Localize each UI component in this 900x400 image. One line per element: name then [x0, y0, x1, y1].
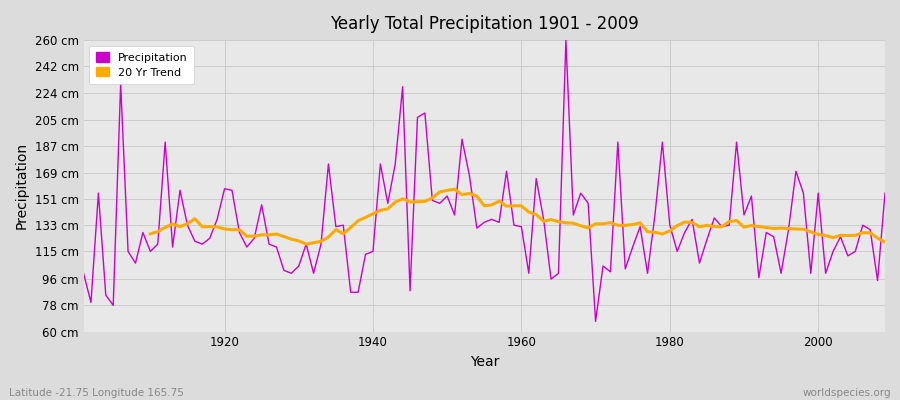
Title: Yearly Total Precipitation 1901 - 2009: Yearly Total Precipitation 1901 - 2009 [330, 15, 639, 33]
Y-axis label: Precipitation: Precipitation [15, 142, 29, 230]
Legend: Precipitation, 20 Yr Trend: Precipitation, 20 Yr Trend [89, 46, 194, 84]
X-axis label: Year: Year [470, 355, 499, 369]
Text: worldspecies.org: worldspecies.org [803, 388, 891, 398]
Text: Latitude -21.75 Longitude 165.75: Latitude -21.75 Longitude 165.75 [9, 388, 184, 398]
